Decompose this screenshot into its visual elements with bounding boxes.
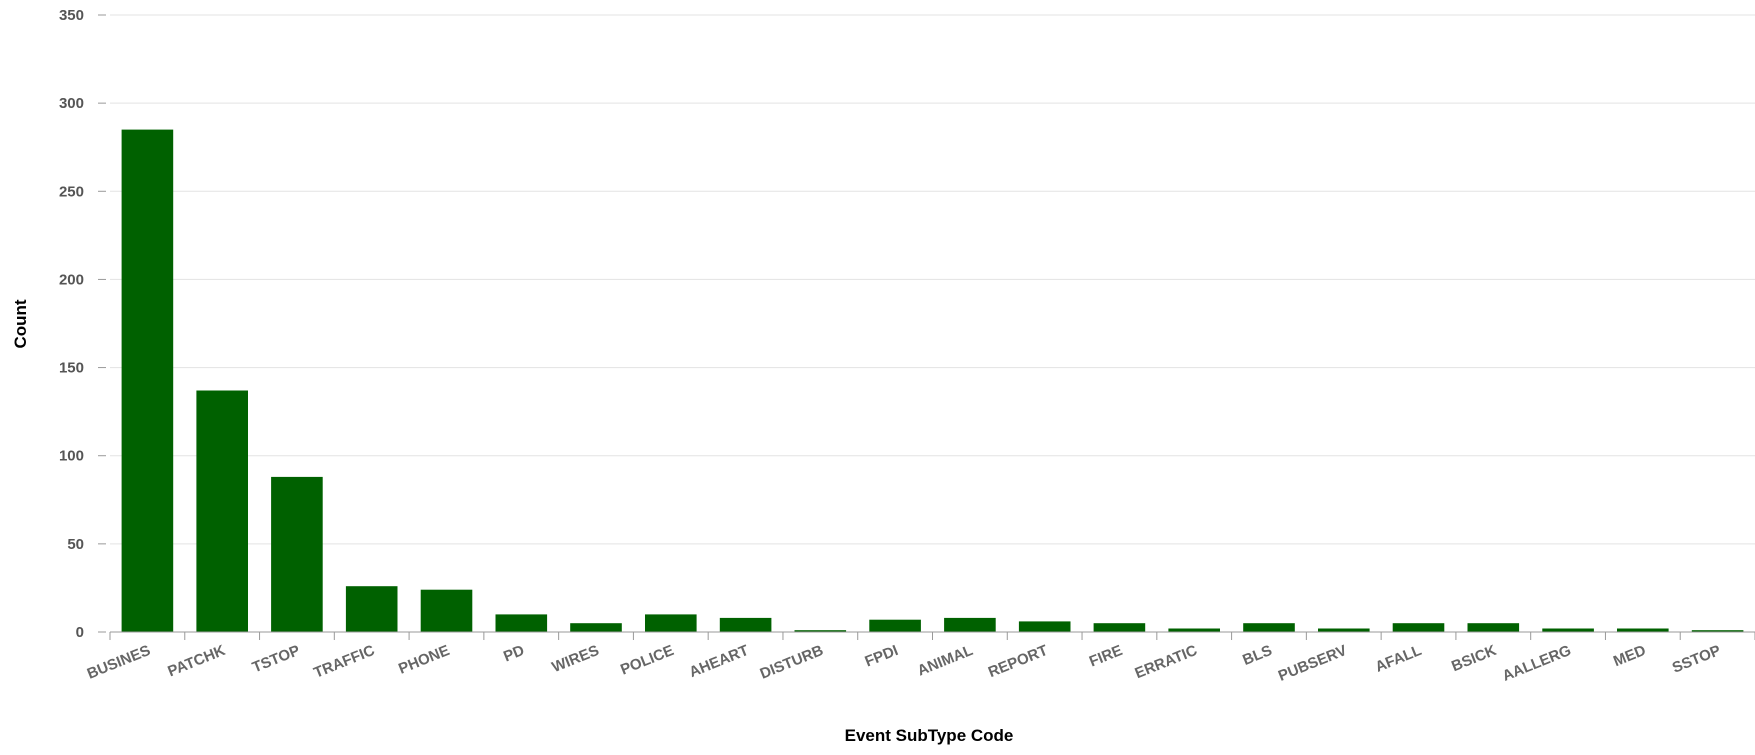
bar-wires xyxy=(570,623,622,632)
y-tick-label: 150 xyxy=(59,360,84,377)
x-tick-label: BSICK xyxy=(1449,642,1499,675)
x-tick-label: ERRATIC xyxy=(1133,642,1200,682)
bar-traffic xyxy=(345,586,398,632)
y-tick-label: 100 xyxy=(59,448,84,465)
x-tick-label: PATCHK xyxy=(165,642,227,680)
y-tick-label: 300 xyxy=(59,95,84,112)
x-tick-label: PHONE xyxy=(396,642,452,678)
x-tick-label: DISTURB xyxy=(758,642,826,683)
x-tick-label: WIRES xyxy=(550,642,602,676)
bar-pubserv xyxy=(1318,628,1370,632)
x-tick-label: TRAFFIC xyxy=(311,642,377,682)
bar-police xyxy=(645,614,697,632)
x-tick-label: AALLERG xyxy=(1500,642,1574,685)
x-tick-label: AFALL xyxy=(1373,642,1424,676)
y-tick-label: 350 xyxy=(59,7,84,24)
bars xyxy=(121,129,1744,632)
x-tick-label: PD xyxy=(501,642,527,666)
bar-bls xyxy=(1243,623,1295,632)
bar-phone xyxy=(420,589,473,632)
y-tick-label: 250 xyxy=(59,183,84,200)
bar-disturb xyxy=(794,630,847,632)
bar-med xyxy=(1617,628,1669,632)
y-axis: 0 50 100 150 200 250 300 350 xyxy=(59,7,106,641)
x-tick-label: PUBSERV xyxy=(1276,642,1349,685)
bar-animal xyxy=(944,617,996,632)
bar-patchk xyxy=(196,390,248,632)
x-tick-label: POLICE xyxy=(618,642,676,679)
x-tick-label: MED xyxy=(1611,642,1648,670)
gridlines xyxy=(110,14,1755,545)
bar-report xyxy=(1018,621,1071,632)
x-tick-label: FIRE xyxy=(1087,642,1125,671)
bar-fire xyxy=(1093,623,1146,632)
x-axis-title: Event SubType Code xyxy=(845,726,1014,745)
x-tick-label: AHEART xyxy=(687,642,751,681)
x-tick-label: BLS xyxy=(1240,642,1274,669)
x-axis: BUSINES PATCHK TSTOP TRAFFIC PHONE PD WIRES POL… xyxy=(85,631,1755,685)
bar-aheart xyxy=(719,617,772,632)
bar-sstop xyxy=(1691,630,1744,632)
bar-erratic xyxy=(1168,628,1220,632)
bar-bsick xyxy=(1467,623,1520,632)
x-tick-label: SSTOP xyxy=(1670,642,1723,677)
bar-tstop xyxy=(271,476,323,632)
y-tick-label: 200 xyxy=(59,271,84,288)
bar-afall xyxy=(1392,623,1445,632)
x-tick-label: REPORT xyxy=(986,642,1050,681)
x-tick-label: ANIMAL xyxy=(915,642,975,680)
x-tick-label: FPDI xyxy=(863,642,901,671)
bar-pd xyxy=(495,614,548,632)
bar-aallerg xyxy=(1542,628,1594,632)
bar-busines xyxy=(121,129,174,632)
y-tick-label: 50 xyxy=(67,536,84,553)
x-tick-label: TSTOP xyxy=(250,642,302,676)
y-axis-title: Count xyxy=(11,299,30,348)
x-tick-label: BUSINES xyxy=(85,642,153,683)
bar-fpdi xyxy=(869,619,921,632)
y-tick-label: 0 xyxy=(76,624,84,641)
